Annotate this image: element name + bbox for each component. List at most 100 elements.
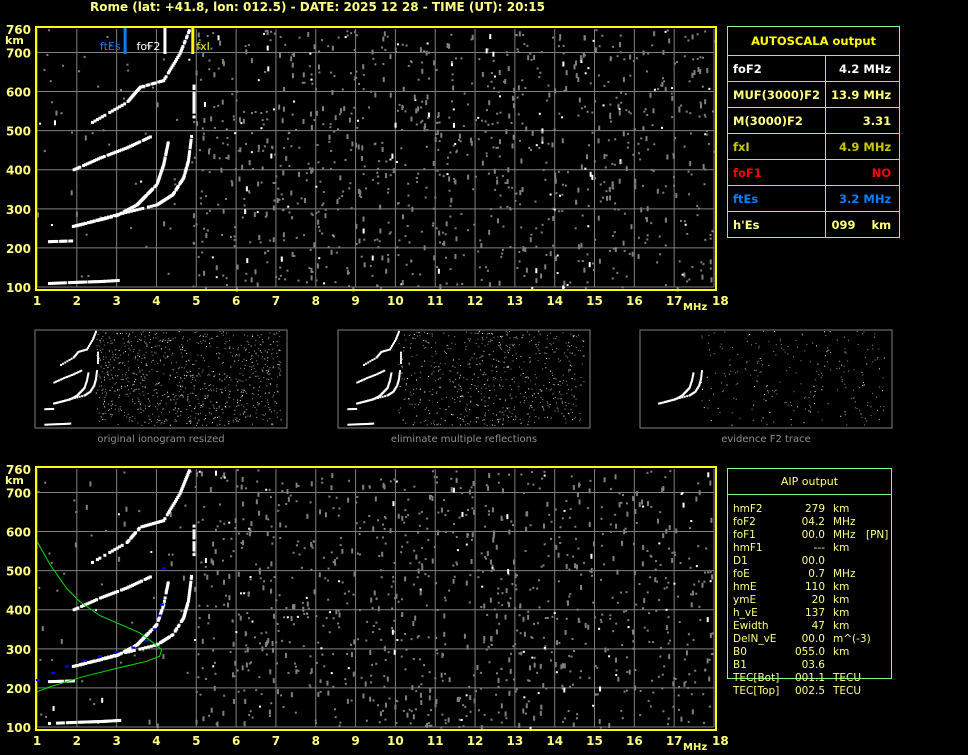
- noise-point: [215, 409, 217, 411]
- noise-point: [351, 652, 354, 658]
- noise-point: [358, 194, 361, 197]
- noise-point: [241, 665, 244, 671]
- noise-point: [697, 580, 700, 583]
- trace-point-f2_2hop: [98, 596, 102, 600]
- noise-point: [330, 71, 333, 74]
- noise-point: [221, 380, 223, 382]
- noise-point: [428, 724, 431, 727]
- noise-point: [421, 68, 424, 74]
- noise-point: [577, 260, 580, 263]
- noise-point: [511, 143, 514, 149]
- noise-point: [280, 193, 283, 196]
- noise-point: [684, 35, 687, 38]
- noise-point: [436, 391, 438, 393]
- noise-point: [274, 401, 276, 403]
- noise-point: [461, 395, 463, 397]
- noise-point: [183, 391, 185, 393]
- trace-point-f2_2hop_x: [155, 520, 159, 524]
- noise-point: [179, 381, 181, 383]
- trace-point: [396, 382, 399, 385]
- noise-point: [506, 408, 508, 410]
- noise-point: [598, 627, 601, 630]
- noise-point: [674, 137, 677, 140]
- noise-point: [255, 352, 257, 354]
- noise-point: [429, 391, 431, 393]
- noise-point: [711, 653, 714, 656]
- noise-point: [181, 394, 183, 396]
- noise-point: [230, 367, 232, 369]
- noise-point: [142, 379, 144, 381]
- noise-point: [101, 697, 104, 703]
- noise-point: [100, 583, 103, 586]
- noise-point: [270, 525, 273, 528]
- noise-point: [156, 408, 158, 410]
- noise-point: [200, 412, 202, 414]
- noise-point: [591, 174, 594, 180]
- noise-point: [266, 118, 269, 121]
- noise-point: [493, 379, 495, 381]
- noise-point: [589, 570, 592, 573]
- noise-point: [108, 143, 111, 146]
- noise-point: [209, 345, 211, 347]
- noise-point: [71, 131, 74, 134]
- noise-point: [710, 277, 713, 283]
- noise-point: [659, 563, 662, 566]
- noise-point: [444, 363, 446, 365]
- noise-point: [192, 241, 195, 244]
- noise-point: [275, 641, 278, 644]
- noise-point: [272, 536, 275, 539]
- noise-point: [518, 31, 521, 37]
- noise-point: [483, 373, 485, 375]
- noise-point: [332, 617, 335, 620]
- noise-point: [607, 648, 610, 651]
- noise-point: [282, 106, 285, 112]
- noise-point: [691, 709, 694, 715]
- noise-point: [409, 347, 411, 349]
- noise-point: [238, 117, 241, 123]
- noise-point: [406, 378, 408, 380]
- trace-point-f2_x: [135, 208, 139, 212]
- noise-point: [254, 406, 256, 408]
- noise-point: [394, 122, 397, 128]
- trace-point-f2_2hop: [129, 144, 133, 148]
- noise-point: [471, 82, 474, 85]
- x-tick-label: 11: [427, 734, 444, 748]
- noise-point: [154, 406, 156, 408]
- noise-point: [484, 414, 486, 416]
- noise-point: [167, 356, 169, 358]
- noise-point: [494, 424, 496, 426]
- noise-point: [468, 685, 471, 688]
- trace-point-f2_2hop_x: [182, 483, 186, 487]
- noise-point: [446, 162, 449, 165]
- noise-point: [424, 725, 427, 728]
- noise-point: [439, 362, 441, 364]
- trace-point: [355, 423, 358, 426]
- noise-point: [201, 371, 203, 373]
- noise-point: [146, 44, 149, 47]
- noise-point: [125, 372, 127, 374]
- noise-point: [491, 566, 494, 569]
- noise-point: [672, 153, 675, 159]
- noise-point: [568, 369, 570, 371]
- noise-point: [237, 690, 240, 693]
- noise-point: [495, 366, 497, 368]
- trace-point-f2_2hop_x: [171, 503, 175, 507]
- noise-point: [616, 55, 619, 58]
- noise-point: [378, 555, 381, 558]
- noise-point: [241, 546, 244, 549]
- noise-point: [702, 164, 705, 170]
- noise-point: [713, 150, 716, 153]
- noise-point: [497, 473, 500, 476]
- noise-point: [234, 355, 236, 357]
- noise-point: [187, 371, 189, 373]
- noise-point: [507, 66, 510, 72]
- noise-point: [554, 88, 557, 94]
- noise-point: [543, 470, 546, 473]
- trace-point-f2_x: [146, 205, 150, 209]
- noise-point: [477, 116, 480, 119]
- noise-point: [561, 400, 563, 402]
- noise-point: [468, 423, 470, 425]
- noise-point: [421, 61, 424, 64]
- trace-point: [93, 383, 96, 386]
- noise-point: [230, 180, 233, 183]
